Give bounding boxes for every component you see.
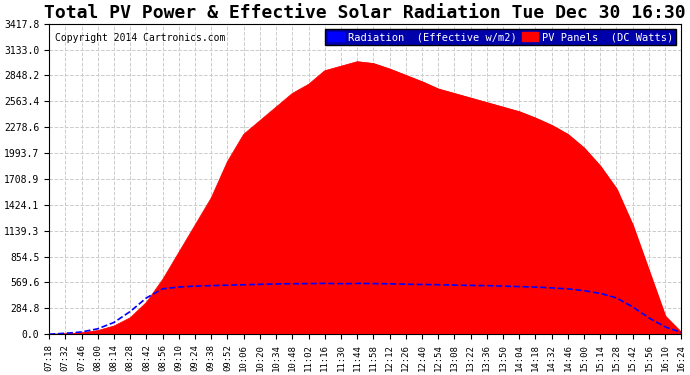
- Legend: Radiation  (Effective w/m2), PV Panels  (DC Watts): Radiation (Effective w/m2), PV Panels (D…: [325, 29, 676, 45]
- Title: Total PV Power & Effective Solar Radiation Tue Dec 30 16:30: Total PV Power & Effective Solar Radiati…: [44, 4, 686, 22]
- Text: Copyright 2014 Cartronics.com: Copyright 2014 Cartronics.com: [55, 33, 226, 43]
